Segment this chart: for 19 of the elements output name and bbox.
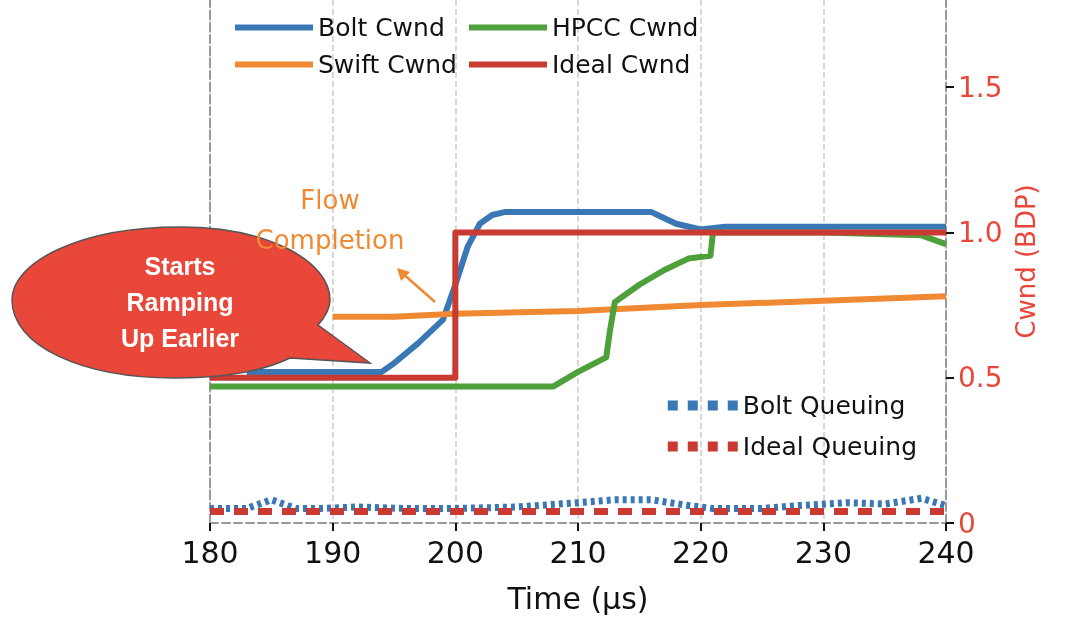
legend-label: Bolt Cwnd: [318, 13, 445, 42]
y2-tick-label: 1.0: [958, 215, 1003, 249]
x-tick-label: 180: [181, 534, 239, 570]
x-axis-title: Time (μs): [506, 580, 649, 616]
legend-label: Bolt Queuing: [742, 391, 906, 420]
annotation: Starts Ramping Up Earlier: [120, 252, 240, 352]
x-tick-label: 210: [549, 534, 607, 570]
y2-tick-label: 0.5: [958, 361, 1003, 395]
x-tick-label: 220: [672, 534, 730, 570]
x-tick-label: 200: [426, 534, 484, 570]
x-tick-label: 230: [794, 534, 852, 570]
y2-tick-label: 1.5: [958, 70, 1003, 104]
legend-label: Ideal Cwnd: [551, 50, 691, 79]
legend-label: Ideal Queuing: [742, 432, 918, 461]
legend-label: Swift Cwnd: [318, 50, 457, 79]
y2-axis-title: Cwnd (BDP): [1011, 184, 1042, 339]
legend-label: HPCC Cwnd: [551, 13, 699, 42]
x-tick-label: 190: [304, 534, 362, 570]
annotation: Flow Completion: [254, 184, 406, 257]
